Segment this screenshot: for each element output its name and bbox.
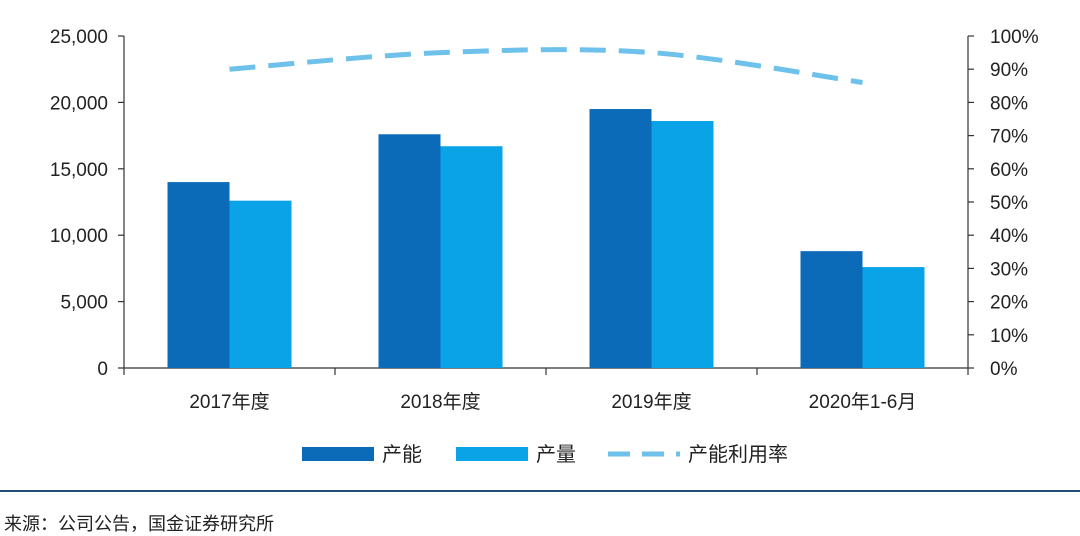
y-left-tick-label: 15,000 — [50, 160, 108, 181]
y-right-tick-label: 80% — [990, 93, 1028, 114]
y-right-tick-label: 40% — [990, 226, 1028, 247]
legend-swatch — [302, 447, 374, 461]
y-left-tick-label: 20,000 — [50, 93, 108, 114]
legend: 产能 产量 产能利用率 — [302, 443, 788, 466]
bar-output — [440, 146, 503, 368]
y-right-tick-label: 50% — [990, 193, 1028, 214]
x-tick-label: 2018年度 — [400, 391, 480, 413]
y-right-tick-label: 60% — [990, 160, 1028, 181]
bar-output — [229, 200, 292, 368]
source-note: 来源：公司公告，国金证券研究所 — [4, 514, 274, 534]
legend-label: 产能利用率 — [688, 443, 788, 466]
bar-capacity — [378, 134, 441, 368]
legend-swatch — [456, 447, 528, 461]
y-right-tick-label: 0% — [990, 359, 1018, 380]
x-tick-label: 2020年1-6月 — [809, 391, 917, 413]
utilization-line — [229, 47, 863, 85]
combo-bar-line-chart: 0 5,000 10,000 15,000 20,000 25,000 0% 10% 20% 30… — [50, 27, 1039, 466]
x-tick-label: 2019年度 — [611, 391, 691, 413]
y-right-tick-label: 70% — [990, 127, 1028, 148]
bar-output — [862, 267, 925, 368]
y-left-tick-label: 25,000 — [50, 27, 108, 48]
plot-area: 0 5,000 10,000 15,000 20,000 25,000 0% 10% 20% 30… — [50, 27, 1039, 413]
y-right-tick-label: 30% — [990, 259, 1028, 280]
source-rule: 来源：公司公告，国金证券研究所 — [0, 490, 1080, 534]
legend-label: 产能 — [382, 443, 422, 466]
bar-capacity — [800, 251, 863, 368]
bar-output — [651, 120, 714, 368]
legend-label: 产量 — [536, 443, 576, 466]
y-left-tick-label: 10,000 — [50, 226, 108, 247]
y-right-tick-label: 10% — [990, 326, 1028, 347]
y-left-tick-label: 5,000 — [60, 293, 108, 314]
y-right-tick-label: 90% — [990, 60, 1028, 81]
y-left-tick-label: 0 — [97, 359, 108, 380]
y-right-tick-label: 20% — [990, 293, 1028, 314]
bar-capacity — [589, 109, 652, 368]
bar-capacity — [167, 182, 230, 368]
y-right-tick-label: 100% — [990, 27, 1039, 48]
x-tick-label: 2017年度 — [189, 391, 269, 413]
